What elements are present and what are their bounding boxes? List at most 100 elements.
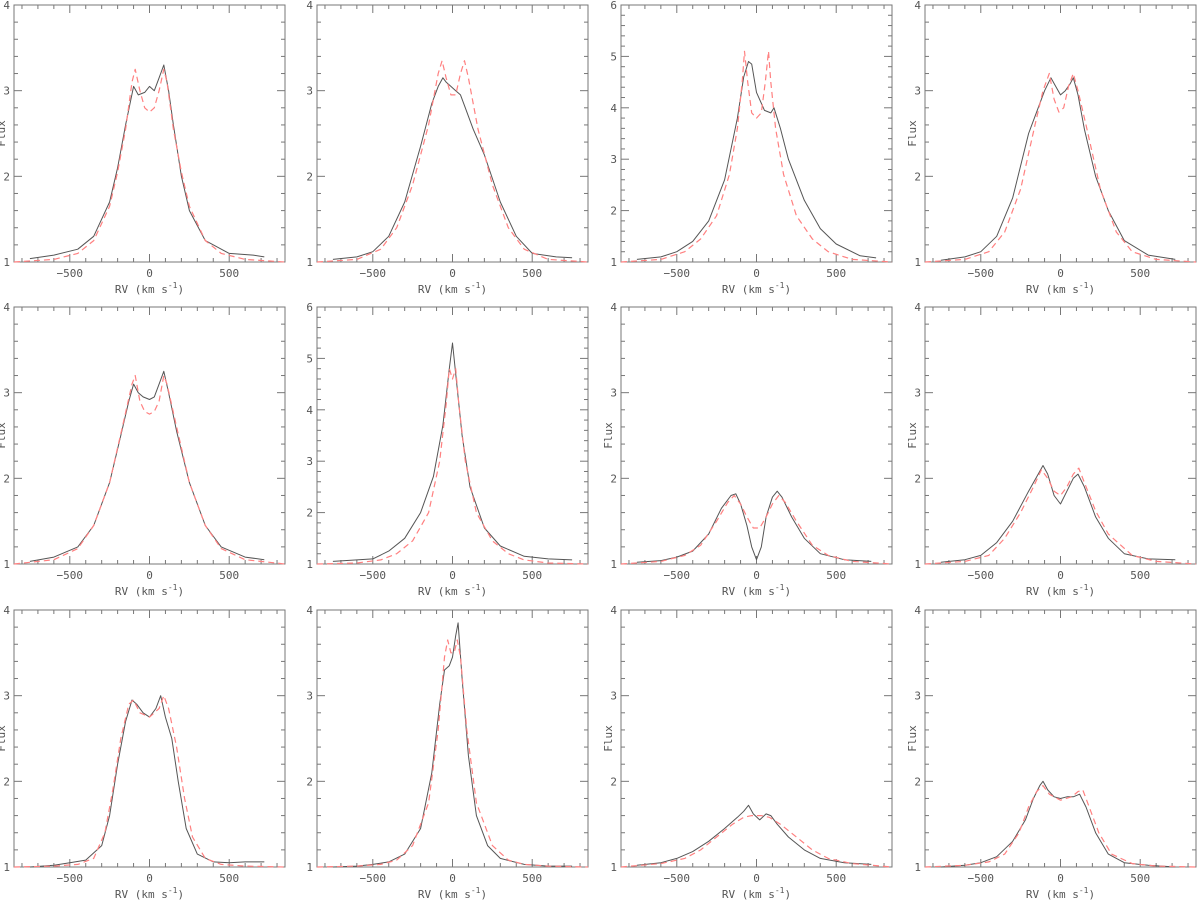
x-tick-label: −500 xyxy=(57,267,84,280)
y-tick-label: 3 xyxy=(3,387,10,400)
y-axis-label: Flux xyxy=(602,725,615,752)
plot-frame xyxy=(13,306,286,565)
observed-profile-line xyxy=(636,490,872,563)
x-tick-label: −500 xyxy=(360,569,387,582)
y-tick-label: 2 xyxy=(610,205,617,218)
y-tick-label: 3 xyxy=(3,85,10,98)
plot-frame xyxy=(316,4,589,263)
y-tick-label: 3 xyxy=(610,387,617,400)
y-tick-label: 1 xyxy=(610,558,617,571)
y-tick-label: 3 xyxy=(306,690,313,703)
x-tick-label: 0 xyxy=(753,569,760,582)
y-axis-label: Flux xyxy=(602,422,615,449)
y-tick-label: 6 xyxy=(306,301,313,314)
plot-frame xyxy=(316,609,589,868)
y-tick-label: 3 xyxy=(306,85,313,98)
x-axis-label: RV (km s-1) xyxy=(115,583,184,598)
x-tick-label: 0 xyxy=(146,267,153,280)
y-tick-label: 2 xyxy=(306,170,313,183)
x-axis-label: RV (km s-1) xyxy=(722,281,791,296)
observed-profile-line xyxy=(636,61,877,260)
x-tick-label: −500 xyxy=(664,267,691,280)
y-tick-label: 1 xyxy=(610,256,617,269)
y-tick-label: 2 xyxy=(610,472,617,485)
x-tick-label: −500 xyxy=(57,872,84,885)
panel-9: 1 2 3 4 −500 0 500 RV (km s-1) Flux xyxy=(0,604,286,901)
y-tick-label: 1 xyxy=(914,256,921,269)
y-tick-label: 5 xyxy=(306,352,313,365)
observed-profile-line xyxy=(29,64,265,260)
y-tick-label: 4 xyxy=(3,0,10,12)
y-tick-label: 1 xyxy=(914,558,921,571)
x-tick-label: 0 xyxy=(753,872,760,885)
observed-profile-line xyxy=(940,465,1176,563)
y-tick-label: 4 xyxy=(610,604,617,617)
y-tick-label: 1 xyxy=(3,861,10,874)
x-tick-label: 500 xyxy=(826,267,846,280)
y-tick-label: 1 xyxy=(306,256,313,269)
y-axis-label: Flux xyxy=(906,422,919,449)
x-tick-label: −500 xyxy=(57,569,84,582)
model-profile-line xyxy=(620,50,893,263)
y-tick-label: 2 xyxy=(3,775,10,788)
observed-profile-line xyxy=(940,77,1176,261)
x-tick-label: 0 xyxy=(753,267,760,280)
x-tick-label: 0 xyxy=(449,569,456,582)
model-profile-line xyxy=(620,494,893,565)
model-profile-line xyxy=(316,60,589,263)
plot-frame xyxy=(620,609,893,868)
y-tick-label: 4 xyxy=(610,301,617,314)
y-tick-label: 1 xyxy=(306,861,313,874)
observed-profile-line xyxy=(940,780,1176,868)
x-tick-label: 500 xyxy=(522,267,542,280)
y-tick-label: 2 xyxy=(3,472,10,485)
x-tick-label: −500 xyxy=(360,872,387,885)
x-tick-label: 0 xyxy=(1057,872,1064,885)
plot-frame xyxy=(13,4,286,263)
y-tick-label: 4 xyxy=(610,102,617,115)
observed-profile-line xyxy=(332,342,573,562)
y-tick-label: 3 xyxy=(914,690,921,703)
y-tick-label: 2 xyxy=(914,472,921,485)
y-tick-label: 2 xyxy=(914,170,921,183)
y-axis-label: Flux xyxy=(0,422,8,449)
y-axis-label: Flux xyxy=(906,725,919,752)
x-axis-label: RV (km s-1) xyxy=(418,281,487,296)
y-tick-label: 1 xyxy=(610,861,617,874)
panel-8: 1 2 3 4 −500 0 500 RV (km s-1) Flux xyxy=(906,301,1197,598)
y-tick-label: 1 xyxy=(914,861,921,874)
y-axis-label: Flux xyxy=(0,120,8,147)
panel-11: 1 2 3 4 −500 0 500 RV (km s-1) Flux xyxy=(602,604,893,901)
model-profile-line xyxy=(924,467,1197,565)
model-profile-line xyxy=(924,785,1197,868)
x-tick-label: −500 xyxy=(968,569,995,582)
panel-7: 1 2 3 4 −500 0 500 RV (km s-1) Flux xyxy=(602,301,893,598)
panel-4: 1 2 3 4 −500 0 500 RV (km s-1) Flux xyxy=(906,0,1197,296)
model-profile-line xyxy=(13,695,286,868)
x-tick-label: −500 xyxy=(968,872,995,885)
y-tick-label: 6 xyxy=(610,0,617,12)
x-axis-label: RV (km s-1) xyxy=(418,886,487,901)
y-tick-label: 2 xyxy=(306,775,313,788)
x-axis-label: RV (km s-1) xyxy=(722,583,791,598)
x-tick-label: 0 xyxy=(1057,569,1064,582)
plot-frame xyxy=(13,609,286,868)
y-tick-label: 4 xyxy=(914,301,921,314)
x-axis-label: RV (km s-1) xyxy=(418,583,487,598)
y-tick-label: 1 xyxy=(3,256,10,269)
model-profile-line xyxy=(13,374,286,565)
y-tick-label: 4 xyxy=(306,404,313,417)
y-tick-label: 1 xyxy=(3,558,10,571)
y-tick-label: 4 xyxy=(306,604,313,617)
x-tick-label: 500 xyxy=(219,872,239,885)
plot-frame xyxy=(924,306,1197,565)
observed-profile-line xyxy=(29,370,265,562)
x-tick-label: 500 xyxy=(219,267,239,280)
model-profile-line xyxy=(924,72,1197,263)
y-axis-label: Flux xyxy=(0,725,8,752)
x-tick-label: 0 xyxy=(146,872,153,885)
x-axis-label: RV (km s-1) xyxy=(115,886,184,901)
panel-12: 1 2 3 4 −500 0 500 RV (km s-1) Flux xyxy=(906,604,1197,901)
y-tick-label: 3 xyxy=(610,690,617,703)
y-tick-label: 3 xyxy=(914,85,921,98)
